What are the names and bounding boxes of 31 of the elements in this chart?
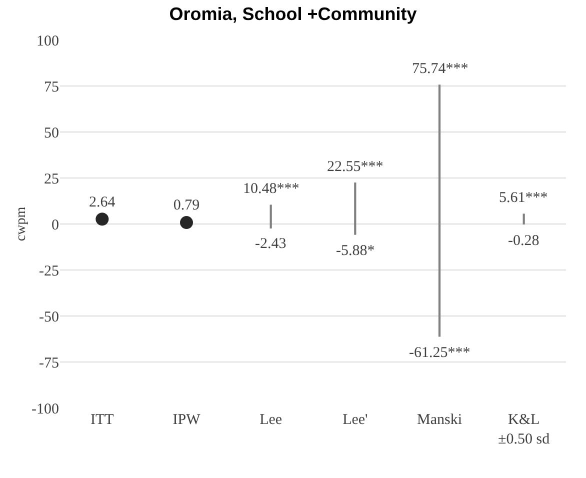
x-tick-label: K&L ±0.50 sd xyxy=(498,412,550,448)
y-tick-label: -75 xyxy=(39,355,59,372)
annotation: -2.43 xyxy=(255,236,286,252)
y-tick-label: 50 xyxy=(44,125,59,142)
annotation: -61.25*** xyxy=(409,345,470,361)
annotation: 10.48*** xyxy=(243,181,300,197)
annotation: -0.28 xyxy=(508,233,540,249)
chart-title: Oromia, School +Community xyxy=(169,4,417,24)
annotation: 5.61*** xyxy=(499,190,548,206)
y-tick-label: -100 xyxy=(32,401,59,418)
y-tick-label: 100 xyxy=(36,33,59,50)
x-tick-label: IPW xyxy=(172,412,202,428)
annotation: 75.74*** xyxy=(412,61,468,77)
y-tick-label: 75 xyxy=(44,79,59,96)
annotation: -5.88* xyxy=(336,243,375,259)
y-tick-label: 0 xyxy=(52,217,59,234)
x-tick-label: Manski xyxy=(417,412,462,428)
y-tick-label: -25 xyxy=(39,263,59,280)
x-tick-label: Lee xyxy=(260,412,282,428)
y-axis-title: cwpm xyxy=(14,206,30,242)
x-tick-label: Lee' xyxy=(342,412,368,428)
y-tick-label: -50 xyxy=(39,309,59,326)
bar xyxy=(354,182,356,235)
x-tick-label: ITT xyxy=(90,412,114,428)
bar xyxy=(438,84,441,337)
data-label: 0.79 xyxy=(173,198,200,214)
y-tick-label: 25 xyxy=(44,171,59,188)
data-label: 2.64 xyxy=(89,194,116,210)
bar xyxy=(270,204,272,228)
annotation: 22.55*** xyxy=(327,159,384,175)
bar xyxy=(522,214,525,225)
